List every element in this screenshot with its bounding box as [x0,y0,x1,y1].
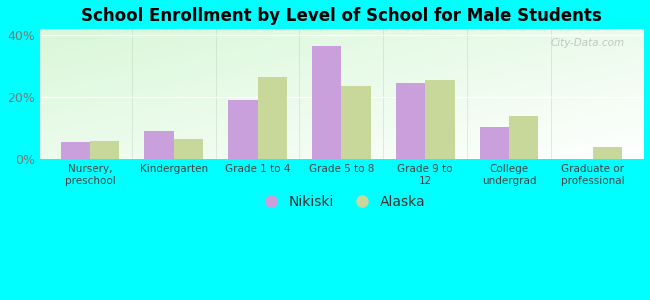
Bar [257,77,287,159]
Bar [396,83,425,159]
Text: City-Data.com: City-Data.com [551,38,625,48]
Bar [593,147,622,159]
Bar [228,100,257,159]
Bar [341,86,370,159]
Bar [174,139,203,159]
Bar [90,141,120,159]
Legend: Nikiski, Alaska: Nikiski, Alaska [252,189,432,214]
Bar [425,80,454,159]
Bar [312,46,341,159]
Bar [480,127,509,159]
Bar [509,116,538,159]
Bar [144,131,174,159]
Title: School Enrollment by Level of School for Male Students: School Enrollment by Level of School for… [81,7,602,25]
Bar [60,142,90,159]
